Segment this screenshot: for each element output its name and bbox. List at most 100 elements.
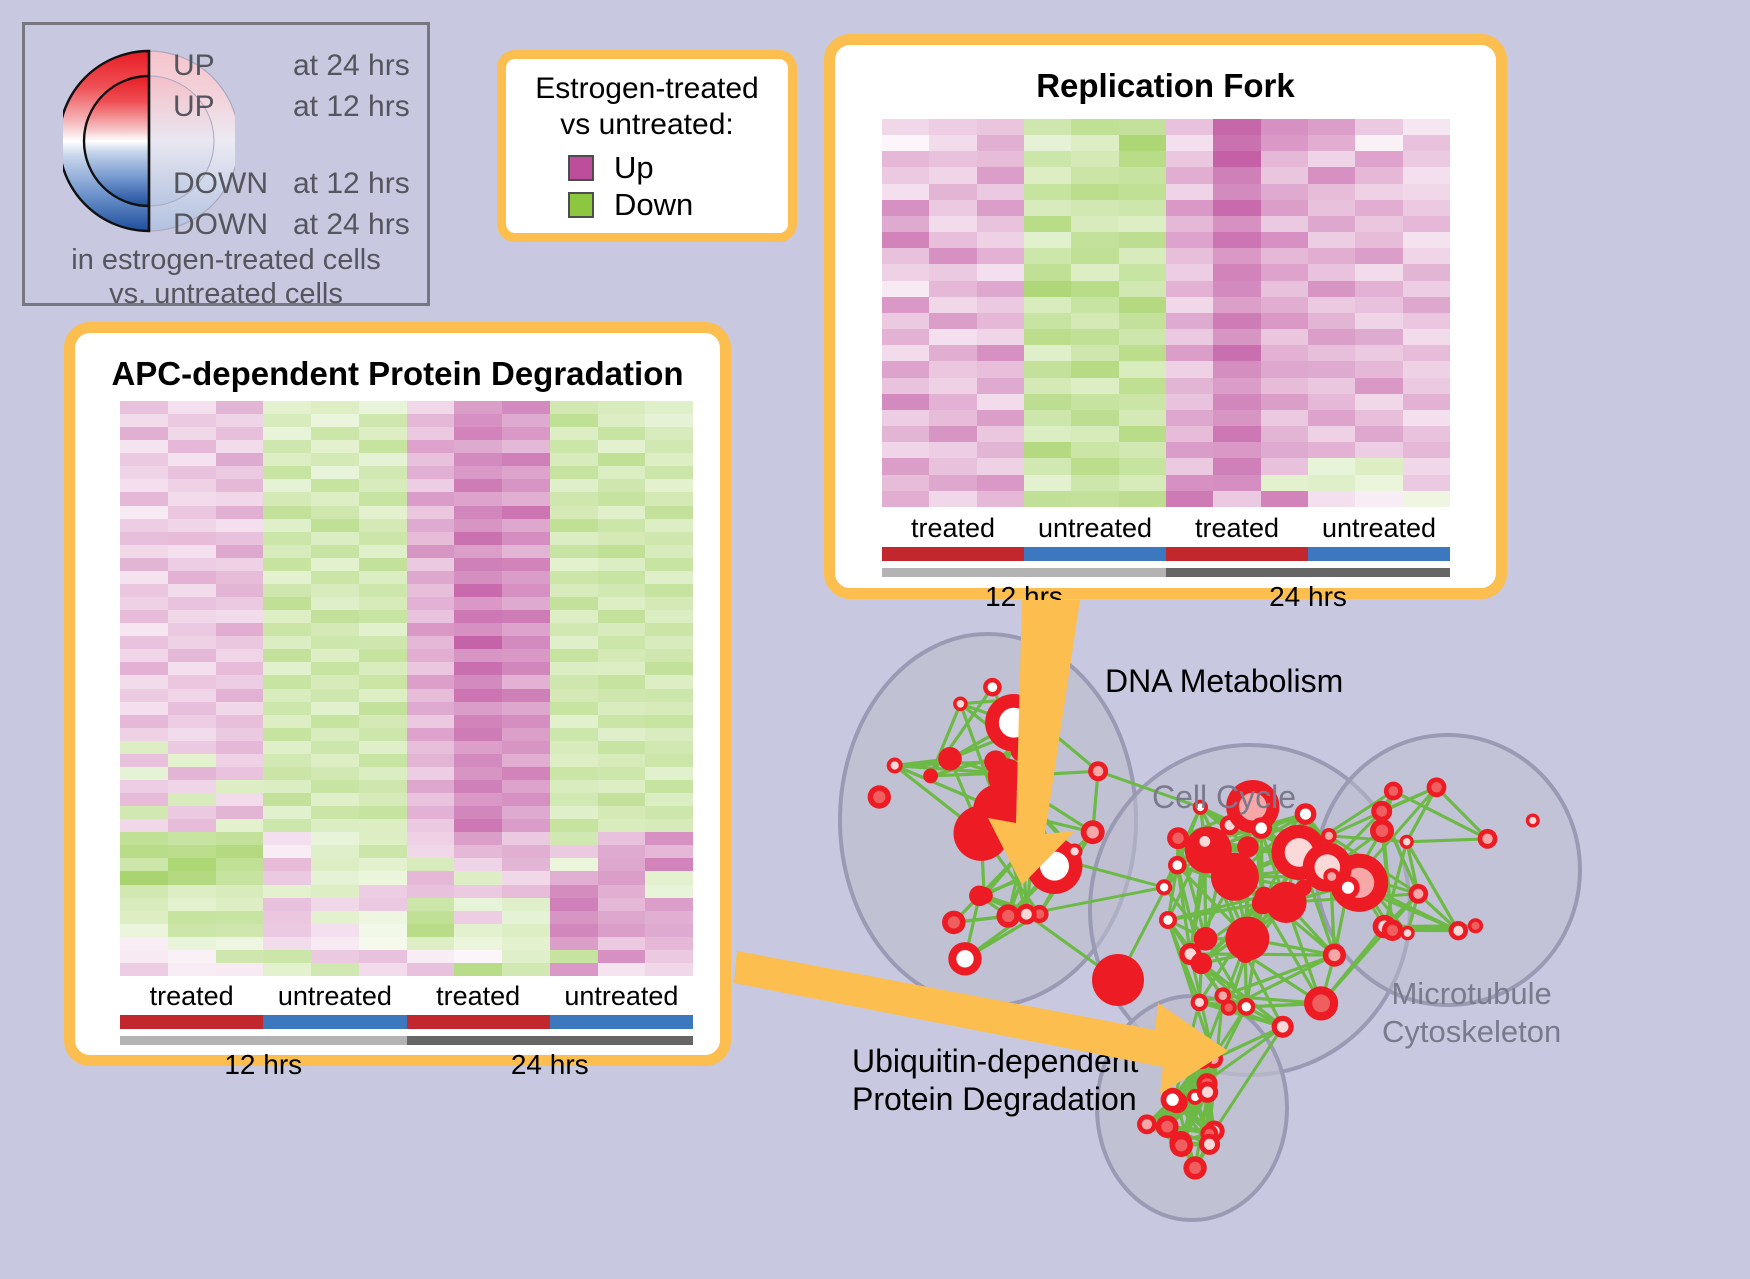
heatmap-cell: [358, 819, 407, 833]
heatmap-cell: [1165, 232, 1214, 249]
heatmap-cell: [645, 779, 693, 794]
heatmap-cell: [215, 962, 264, 976]
heatmap-cell: [502, 518, 550, 532]
heatmap-cell: [454, 779, 502, 794]
heatmap-cell: [454, 714, 502, 728]
heatmap-cell: [1260, 458, 1308, 475]
heatmap-cell: [358, 871, 407, 885]
heatmap-cell: [597, 570, 646, 584]
heatmap-cell: [597, 949, 646, 963]
heatmap-cell: [406, 544, 455, 558]
heatmap-cell: [167, 701, 216, 715]
heatmap-cell: [1023, 345, 1072, 362]
sample-label: treated: [910, 513, 996, 543]
heatmap-cell: [929, 329, 977, 346]
heatmap-cell: [358, 740, 407, 754]
heatmap-cell: [454, 440, 502, 454]
heatmap-cell: [882, 151, 930, 168]
heatmap-cell: [1213, 119, 1261, 136]
heatmap-cell: [358, 623, 407, 637]
heatmap-cell: [882, 167, 930, 184]
heatmap-cell: [311, 492, 359, 506]
heatmap-cell: [882, 442, 930, 459]
heatmap-cell: [167, 636, 216, 650]
heatmap-cell: [120, 714, 168, 728]
down-color-chip: [568, 191, 594, 218]
sample-label: treated: [436, 981, 521, 1011]
heatmap-cell: [1402, 393, 1450, 410]
heatmap-cell: [1118, 474, 1166, 491]
heatmap-cell: [1402, 345, 1450, 362]
network-node-core: [956, 950, 974, 968]
heatmap-cell: [406, 727, 455, 741]
key-title-line2: vs untreated:: [560, 108, 734, 141]
heatmap-cell: [311, 557, 359, 571]
heatmap-cell: [311, 531, 359, 545]
heatmap-cell: [167, 688, 216, 702]
heatmap-cell: [311, 610, 359, 624]
heatmap-cell: [645, 649, 693, 663]
heatmap-cell: [406, 492, 455, 506]
heatmap-cell: [358, 518, 407, 532]
heatmap-cell: [1307, 264, 1356, 281]
heatmap-cell: [406, 779, 455, 794]
heatmap-cell: [263, 544, 311, 558]
heatmap-cell: [1307, 458, 1356, 475]
network-node: [1016, 843, 1031, 858]
heatmap-cell: [1402, 377, 1450, 394]
heatmap-cell: [215, 466, 264, 480]
heatmap-cell: [358, 453, 407, 467]
heatmap-cell: [406, 636, 455, 650]
heatmap-cell: [1213, 474, 1261, 491]
heatmap-cell: [1355, 151, 1403, 168]
heatmap-cell: [358, 806, 407, 820]
heatmap-cell: [311, 401, 359, 415]
heatmap-cell: [549, 479, 598, 493]
network-node-core: [1453, 925, 1464, 936]
heatmap-cell: [976, 151, 1024, 168]
heatmap-cell: [549, 414, 598, 428]
heatmap-cell: [597, 884, 646, 898]
heatmap-cell: [1213, 312, 1261, 330]
heatmap-cell: [976, 296, 1024, 313]
heatmap-cell: [549, 779, 598, 794]
heatmap-cell: [1355, 409, 1403, 427]
heatmap-cell: [882, 280, 930, 297]
heatmap-cell: [311, 727, 359, 741]
network-node: [1210, 852, 1259, 901]
network-node-core: [1388, 786, 1399, 796]
heatmap-cell: [120, 923, 168, 937]
heatmap-cell: [263, 636, 311, 650]
heatmap-cell: [454, 492, 502, 506]
key-rows: Up Down: [506, 149, 788, 223]
time-label: 24 hrs: [510, 1049, 589, 1080]
heatmap-cell: [263, 427, 311, 441]
heatmap-cell: [1071, 409, 1119, 427]
legend-row: DOWN at 12 hrs: [173, 163, 423, 204]
heatmap-cell: [167, 897, 216, 911]
heatmap-cell: [311, 649, 359, 663]
heatmap-cell: [1213, 248, 1261, 265]
untreated-bar-segment: [263, 1015, 407, 1029]
heatmap-cell: [597, 623, 646, 637]
heatmap-cell: [1307, 474, 1356, 491]
heatmap-cell: [1307, 183, 1356, 200]
heatmap-cell: [1165, 442, 1214, 459]
network-node-core: [1218, 991, 1228, 1000]
heatmap-cell: [167, 492, 216, 506]
heatmap-cell: [311, 675, 359, 689]
network-edge: [1405, 786, 1438, 843]
heatmap-cell: [167, 845, 216, 859]
time-label: 12 hrs: [985, 581, 1063, 612]
heatmap-cell: [311, 962, 359, 976]
heatmap-replication-fork: [882, 119, 1450, 507]
heatmap-cell: [549, 884, 598, 898]
heatmap-cell: [549, 597, 598, 611]
heatmap-cell: [406, 753, 455, 767]
heatmap-cell: [645, 675, 693, 689]
heatmap-cell: [1260, 151, 1308, 168]
network-node-core: [1403, 929, 1412, 937]
heatmap-cell: [1118, 393, 1166, 410]
heatmap-cell: [358, 505, 407, 519]
